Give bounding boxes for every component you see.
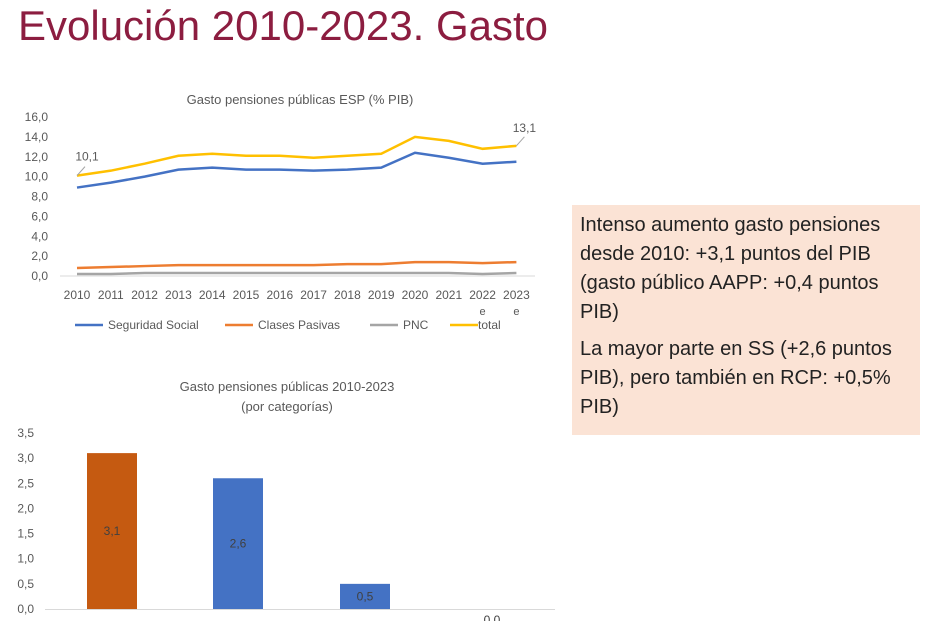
y-tick-label: 0,0: [31, 269, 48, 283]
legend-label: Clases Pasivas: [258, 318, 340, 332]
y-tick-label: 2,5: [17, 476, 34, 490]
series-line-pnc: [77, 271, 517, 276]
y-tick-label: 4,0: [31, 229, 48, 243]
y-tick-label: 10,0: [25, 170, 49, 184]
legend-label: PNC: [403, 318, 429, 332]
bar-data-label: 2,6: [230, 537, 247, 551]
x-tick-label: 2012: [131, 288, 158, 302]
y-tick-label: 2,0: [31, 249, 48, 263]
bar: [213, 478, 263, 609]
bar: [87, 453, 137, 609]
bar: [340, 583, 390, 609]
y-tick-label: 6,0: [31, 209, 48, 223]
slide-title: Evolución 2010-2023. Gasto: [18, 2, 549, 49]
x-tick-label: 2013: [165, 288, 192, 302]
y-tick-label: 0,5: [17, 577, 34, 591]
y-tick-label: 3,0: [17, 451, 34, 465]
annotation-leader: [516, 136, 525, 147]
bar-data-label: 0,5: [357, 589, 374, 603]
summary-note: Intenso aumento gasto pensiones desde 20…: [572, 205, 920, 435]
bar-chart-title: Gasto pensiones públicas 2010-2023: [180, 379, 395, 394]
bar-data-label: 0,0: [484, 613, 501, 621]
x-tick-label: 2014: [199, 288, 226, 302]
x-tick-label: 2021: [435, 288, 462, 302]
x-tick-label: 2011: [98, 288, 124, 302]
x-tick-suffix: e: [480, 306, 486, 318]
series-line-total: [76, 135, 517, 177]
legend-label: Seguridad Social: [108, 318, 199, 332]
y-tick-label: 16,0: [25, 110, 49, 124]
data-label: 13,1: [513, 121, 537, 135]
data-label: 10,1: [75, 150, 99, 164]
y-tick-label: 12,0: [25, 150, 49, 164]
y-tick-label: 14,0: [25, 130, 49, 144]
x-tick-label: 2016: [266, 288, 293, 302]
y-tick-label: 8,0: [31, 190, 48, 204]
legend-label: total: [478, 318, 501, 332]
note-paragraph: Intenso aumento gasto pensiones desde 20…: [580, 214, 881, 323]
x-tick-label: 2022: [469, 288, 496, 302]
x-tick-label: 2015: [233, 288, 260, 302]
note-paragraph: La mayor parte en SS (+2,6 puntos PIB), …: [580, 338, 892, 418]
y-tick-label: 2,0: [17, 501, 34, 515]
bar-chart-subtitle: (por categorías): [241, 399, 333, 414]
bar-data-label: 3,1: [104, 524, 121, 538]
x-tick-label: 2019: [368, 288, 395, 302]
y-tick-label: 1,0: [17, 552, 34, 566]
x-tick-label: 2018: [334, 288, 361, 302]
x-tick-label: 2020: [402, 288, 429, 302]
x-tick-label: 2010: [64, 288, 91, 302]
annotation-leader: [76, 166, 86, 176]
line-chart-title: Gasto pensiones públicas ESP (% PIB): [187, 92, 414, 107]
x-tick-label: 2017: [300, 288, 327, 302]
series-line-clases-pasivas: [76, 260, 517, 270]
y-tick-label: 1,5: [17, 527, 34, 541]
y-tick-label: 3,5: [17, 426, 34, 440]
series-line-seguridad-social: [76, 151, 517, 189]
y-tick-label: 0,0: [17, 602, 34, 616]
x-tick-label: 2023: [503, 288, 530, 302]
x-tick-suffix: e: [513, 306, 519, 318]
